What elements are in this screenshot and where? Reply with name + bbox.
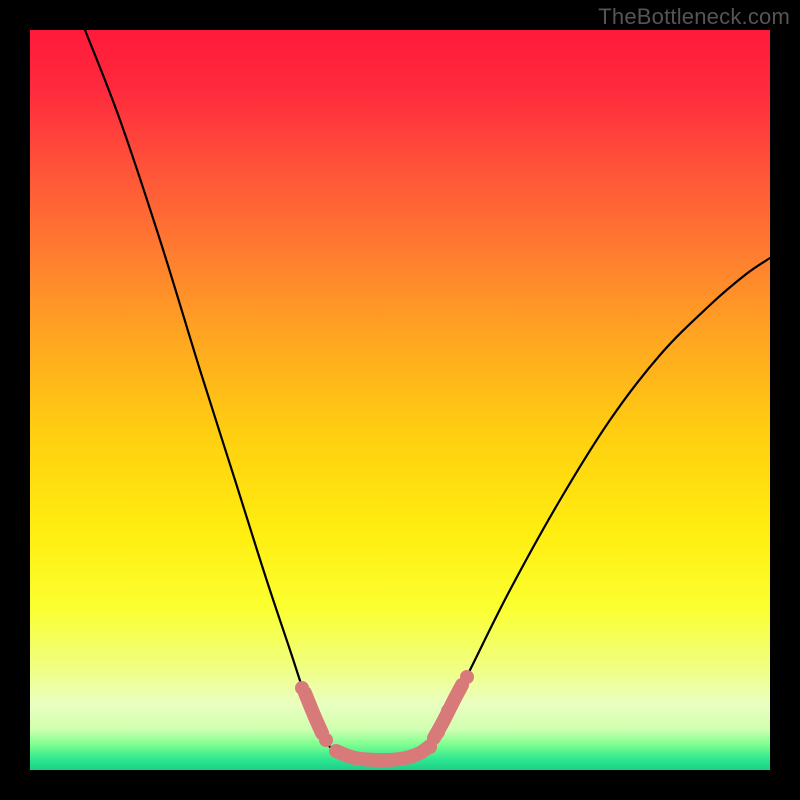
bottleneck-chart [0, 0, 800, 800]
highlight-dot [441, 704, 455, 718]
highlight-dot [295, 681, 309, 695]
watermark-text: TheBottleneck.com [598, 4, 790, 30]
plot-gradient-background [30, 30, 770, 770]
highlight-dot [431, 725, 445, 739]
chart-container: TheBottleneck.com [0, 0, 800, 800]
highlight-dot [423, 740, 437, 754]
highlight-dot [319, 733, 333, 747]
highlight-dot [460, 670, 474, 684]
